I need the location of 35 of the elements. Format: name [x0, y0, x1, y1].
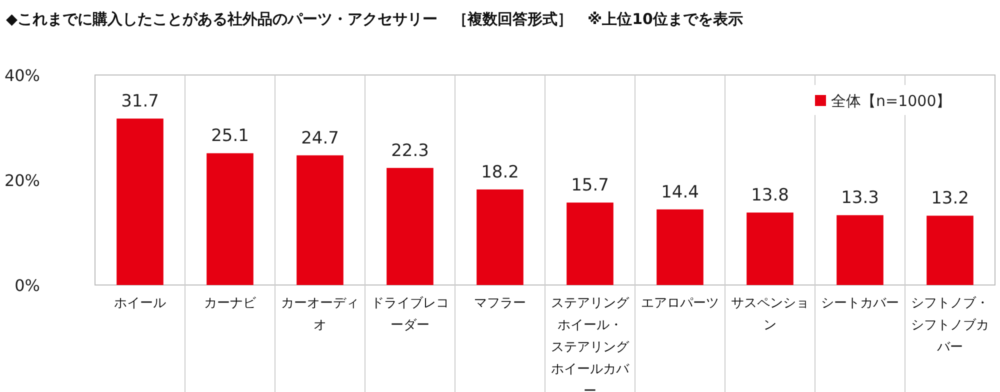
bar: [836, 215, 884, 285]
data-label: 14.4: [661, 182, 699, 202]
bar: [116, 118, 164, 285]
data-label: 13.2: [931, 188, 969, 209]
legend-label: 全体【n=1000】: [831, 92, 952, 110]
bar: [206, 153, 254, 285]
y-tick-label: 40%: [4, 66, 40, 85]
x-tick-label: エアロパーツ: [641, 296, 719, 311]
bar: [566, 202, 614, 285]
data-label: 24.7: [301, 128, 339, 148]
bar: [926, 216, 974, 285]
chart-title: ◆これまでに購入したことがある社外品のパーツ・アクセサリー ［複数回答形式］ ※上位10位までを表示: [6, 10, 743, 28]
bar: [296, 155, 344, 285]
data-label: 13.8: [751, 186, 789, 206]
x-tick-label: ドライブレコーダー: [371, 296, 449, 333]
bar: [386, 168, 434, 285]
data-label: 18.2: [481, 162, 519, 182]
data-label: 15.7: [571, 176, 609, 196]
x-tick-label: カーオーディオ: [281, 296, 359, 333]
data-label: 31.7: [121, 92, 159, 112]
x-tick-label: カーナビ: [204, 296, 257, 311]
data-label: 22.3: [391, 140, 429, 161]
data-label: 25.1: [211, 126, 249, 146]
y-tick-label: 20%: [4, 171, 40, 190]
x-tick-label: ステアリングホイール・ステアリングホイールカバー: [551, 296, 630, 392]
bar: [656, 209, 704, 285]
y-tick-label: 0%: [14, 276, 40, 295]
x-tick-label: ホイール: [114, 296, 166, 311]
bar: [476, 189, 524, 285]
x-tick-label: シフトノブ・シフトノブカバー: [911, 296, 989, 355]
x-tick-label: サスペンション: [731, 296, 809, 333]
x-tick-label: シートカバー: [821, 296, 899, 311]
bar: [746, 212, 794, 285]
data-label: 13.3: [841, 188, 879, 208]
x-tick-label: マフラー: [474, 296, 526, 311]
